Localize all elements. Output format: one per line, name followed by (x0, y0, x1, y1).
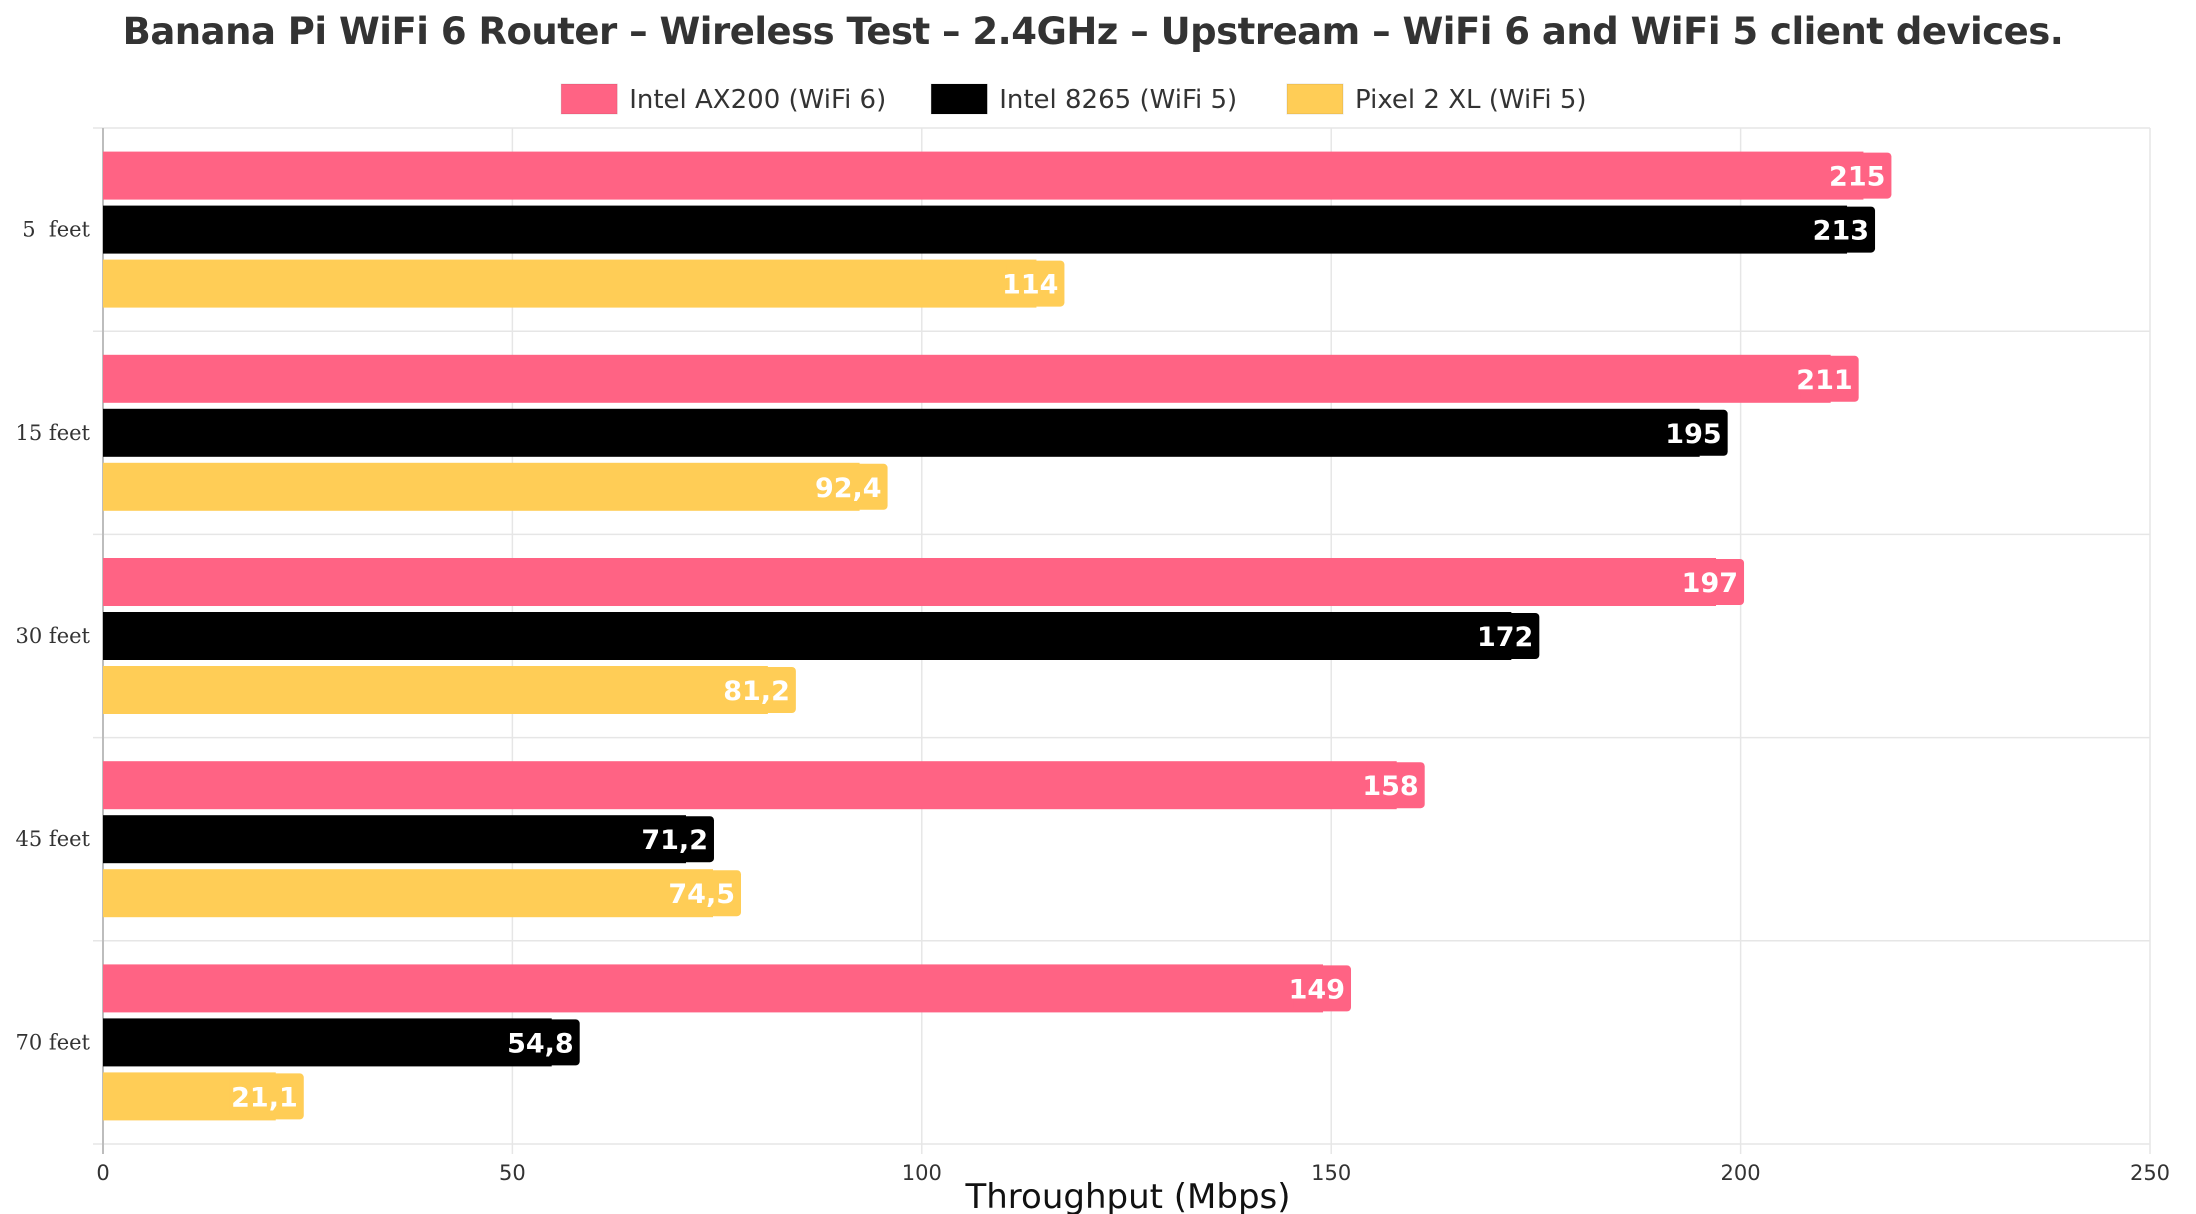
bar (103, 612, 1512, 660)
category-label: 15 feet (16, 421, 91, 445)
value-label: 158 (1362, 771, 1418, 802)
bar (103, 1018, 552, 1067)
x-axis-label: Throughput (Mbps) (964, 1177, 1290, 1214)
value-label-box (229, 1073, 304, 1120)
tick-labels: 0 50 100 150 200 250 (96, 1161, 2170, 1185)
bar (103, 259, 1037, 308)
x-tick-label: 150 (1311, 1161, 1351, 1185)
value-label-box (505, 1019, 580, 1066)
value-label: 81,2 (723, 676, 790, 707)
bars (103, 151, 1892, 1121)
category-label: 5 feet (22, 218, 90, 242)
bar (103, 964, 1324, 1013)
legend-item[interactable]: Intel AX200 (WiFi 6) (560, 83, 886, 115)
bar (103, 869, 714, 918)
x-tick-label: 0 (96, 1161, 109, 1185)
value-label-box (1817, 206, 1876, 253)
value-label-box (721, 667, 796, 713)
value-label-box (639, 816, 714, 863)
category-label: 70 feet (16, 1030, 91, 1054)
value-label: 92,4 (815, 473, 882, 504)
bar (103, 462, 860, 511)
legend: Intel AX200 (WiFi 6) Intel 8265 (WiFi 5) P… (560, 83, 1587, 115)
value-label: 215 (1829, 162, 1885, 193)
value-label-box (1366, 762, 1425, 809)
bar (103, 408, 1700, 457)
x-tick-label: 50 (499, 1161, 526, 1185)
legend-label: Pixel 2 XL (WiFi 5) (1355, 85, 1587, 115)
value-label: 114 (1002, 270, 1058, 301)
value-label: 213 (1813, 216, 1869, 247)
x-tick-label: 250 (2130, 1161, 2170, 1185)
value-label-box (1293, 965, 1352, 1012)
legend-item[interactable]: Pixel 2 XL (WiFi 5) (1286, 83, 1587, 115)
value-label: 172 (1477, 622, 1533, 653)
value-label-box (1481, 613, 1540, 659)
value-label-box (667, 870, 742, 917)
legend-label: Intel AX200 (WiFi 6) (629, 85, 886, 115)
bar (103, 558, 1717, 606)
value-label-box (1833, 152, 1892, 199)
value-label: 71,2 (641, 825, 708, 856)
category-label: 30 feet (16, 624, 91, 648)
value-label-box (1686, 559, 1745, 605)
value-label-box (1006, 260, 1065, 307)
value-label: 195 (1665, 419, 1721, 450)
bar (103, 205, 1848, 254)
value-label: 149 (1289, 974, 1345, 1005)
legend-swatch (1286, 83, 1344, 115)
bar (103, 354, 1831, 403)
value-label-box (1800, 355, 1859, 402)
chart-title: Banana Pi WiFi 6 Router – Wireless Test … (123, 10, 2064, 53)
value-labels: 215 213 114 211 195 92,4 197 172 81,2 158 71,2 74,5… (231, 162, 1885, 1114)
value-label: 74,5 (668, 879, 735, 910)
value-label: 21,1 (231, 1082, 298, 1113)
category-labels: 5 feet 15 feet 30 feet 45 feet 70 feet (16, 218, 91, 1055)
bar (103, 151, 1864, 200)
legend-item[interactable]: Intel 8265 (WiFi 5) (930, 83, 1237, 115)
bar (103, 815, 686, 864)
value-label-box (813, 463, 888, 510)
legend-swatch (930, 83, 988, 115)
legend-swatch (560, 83, 618, 115)
category-label: 45 feet (16, 827, 91, 851)
bar (103, 761, 1397, 810)
value-label: 197 (1682, 568, 1738, 599)
x-tick-label: 200 (1721, 1161, 1761, 1185)
value-label: 54,8 (507, 1028, 574, 1059)
legend-label: Intel 8265 (WiFi 5) (999, 85, 1237, 115)
value-label: 211 (1796, 365, 1852, 396)
x-tick-label: 100 (902, 1161, 942, 1185)
bar (103, 666, 768, 714)
value-label-box (1669, 409, 1728, 456)
